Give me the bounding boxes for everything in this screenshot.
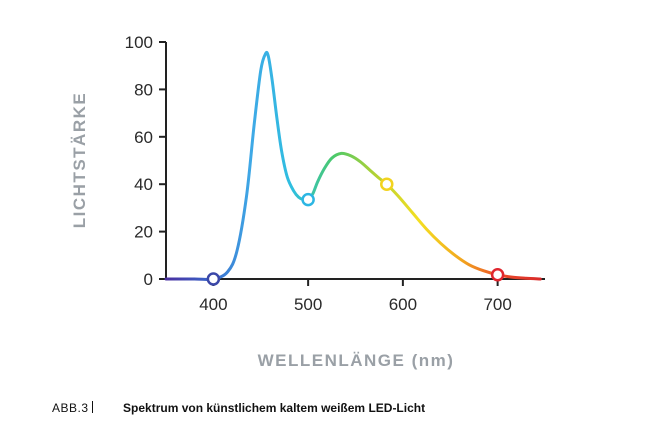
data-point-marker [490,267,505,282]
ticks: 0 20 40 60 80 100 400 500 600 700 [125,33,512,314]
spectrum-line [164,50,542,282]
data-point-marker [206,272,221,286]
x-tick-label: 600 [389,295,417,314]
x-tick-label: 400 [199,295,227,314]
data-point-marker [301,192,315,207]
figure-caption-text: Spektrum von künstlichem kaltem weißem L… [123,401,426,415]
y-tick-label: 60 [134,128,153,147]
data-point-marker [380,177,394,191]
figure-label: ABB.3 [52,401,89,415]
figure-caption: ABB.3 Spektrum von künstlichem kaltem wei… [52,401,425,415]
x-tick-label: 500 [294,295,322,314]
x-tick-label: 700 [483,295,511,314]
y-tick-label: 80 [134,80,153,99]
y-tick-label: 0 [144,270,153,289]
y-tick-label: 20 [134,223,153,242]
x-axis-title: WELLENLÄNGE (nm) [258,351,455,370]
axes [165,42,545,280]
y-axis-title: LICHTSTÄRKE [70,92,89,228]
y-tick-label: 100 [125,33,153,52]
y-tick-label: 40 [134,175,153,194]
markers [206,177,505,286]
spectrum-chart: 0 20 40 60 80 100 400 500 600 700 LICHTSTÄRKE WEL… [70,33,545,370]
caption-separator [91,401,94,413]
